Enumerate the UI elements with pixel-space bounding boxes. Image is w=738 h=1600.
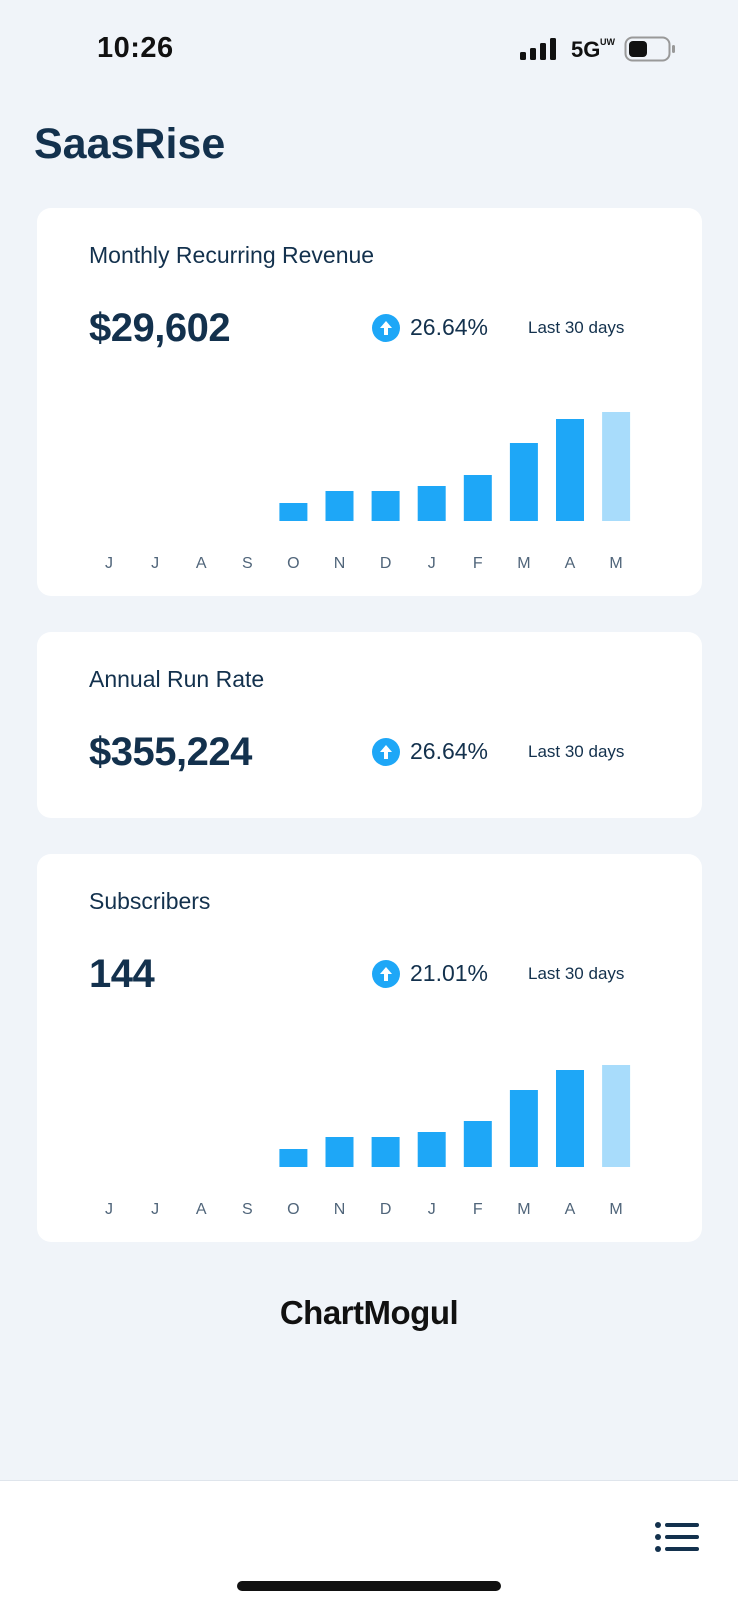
chart-month-label: J	[151, 1201, 159, 1218]
chart-bar	[556, 419, 584, 521]
app-title: SaasRise	[34, 120, 226, 168]
chart-bar	[371, 1137, 400, 1167]
chart-month-label: D	[380, 555, 392, 572]
chart-bar	[556, 1070, 584, 1167]
period-label: Last 30 days	[528, 742, 625, 761]
chart-month-label: J	[105, 555, 113, 572]
bottom-bar	[0, 1480, 738, 1600]
chart-month-label: M	[609, 555, 622, 572]
home-indicator	[237, 1581, 501, 1591]
chart-month-label: N	[334, 1201, 346, 1218]
chart-bar	[602, 1065, 631, 1167]
list-menu-icon[interactable]	[655, 1521, 699, 1553]
chart-month-label: S	[242, 555, 253, 572]
network-type: 5G	[571, 37, 601, 62]
card-value: $29,602	[89, 306, 231, 350]
chart-month-label: F	[473, 1201, 483, 1218]
battery-icon	[624, 36, 675, 62]
chart-month-label: S	[242, 1201, 253, 1218]
chart-month-label: M	[517, 555, 530, 572]
chart-month-label: M	[609, 1201, 622, 1218]
chart-month-label: J	[105, 1201, 113, 1218]
status-time: 10:26	[97, 32, 174, 64]
chart-bar	[509, 1090, 538, 1167]
chart-month-label: O	[287, 555, 299, 572]
chart-month-label: A	[196, 1201, 207, 1218]
chart-month-label: A	[196, 555, 207, 572]
chart-bar	[279, 503, 308, 521]
card-title: Monthly Recurring Revenue	[89, 242, 375, 268]
chart-month-label: A	[565, 555, 576, 572]
signal-strength-icon	[520, 38, 556, 60]
arrow-up-circle-icon	[372, 960, 400, 988]
chart-bar	[463, 1121, 492, 1167]
chart-month-label: J	[151, 555, 159, 572]
arrow-up-circle-icon	[372, 738, 400, 766]
chart-bar	[509, 443, 538, 521]
trend-percent: 21.01%	[410, 960, 489, 986]
card-title: Subscribers	[89, 888, 211, 914]
chart-bar	[325, 1137, 354, 1167]
chart-bar	[417, 1132, 446, 1167]
card-value: $355,224	[89, 730, 252, 774]
card-title: Annual Run Rate	[89, 666, 265, 692]
network-subtype: UW	[600, 37, 615, 47]
mrr-card[interactable]: Monthly Recurring Revenue $29,602 26.64%…	[37, 208, 702, 596]
chart-month-label: D	[380, 1201, 392, 1218]
period-label: Last 30 days	[528, 964, 625, 983]
chart-month-label: N	[334, 555, 346, 572]
chart-month-label: O	[287, 1201, 299, 1218]
chart-bar	[371, 491, 400, 521]
chart-month-label: A	[565, 1201, 576, 1218]
chart-month-label: F	[473, 555, 483, 572]
trend-percent: 26.64%	[410, 738, 489, 764]
chart-bar	[279, 1149, 308, 1167]
trend-percent: 26.64%	[410, 314, 489, 340]
period-label: Last 30 days	[528, 318, 625, 337]
card-value: 144	[89, 952, 155, 996]
chart-bar	[417, 486, 446, 521]
chartmogul-logo: ChartMogul	[279, 1294, 459, 1331]
chart-bar	[325, 491, 354, 521]
chart-month-label: J	[428, 1201, 436, 1218]
subscribers-card[interactable]: Subscribers 144 21.01% Last 30 days J J A S…	[37, 854, 702, 1242]
arr-card[interactable]: Annual Run Rate $355,224 26.64% Last 30 …	[37, 632, 702, 818]
chart-month-label: M	[517, 1201, 530, 1218]
chart-bar	[602, 412, 631, 521]
chart-month-label: J	[428, 555, 436, 572]
arrow-up-circle-icon	[372, 314, 400, 342]
chart-bar	[463, 475, 492, 521]
status-bar: 10:26 5G UW	[0, 0, 738, 100]
